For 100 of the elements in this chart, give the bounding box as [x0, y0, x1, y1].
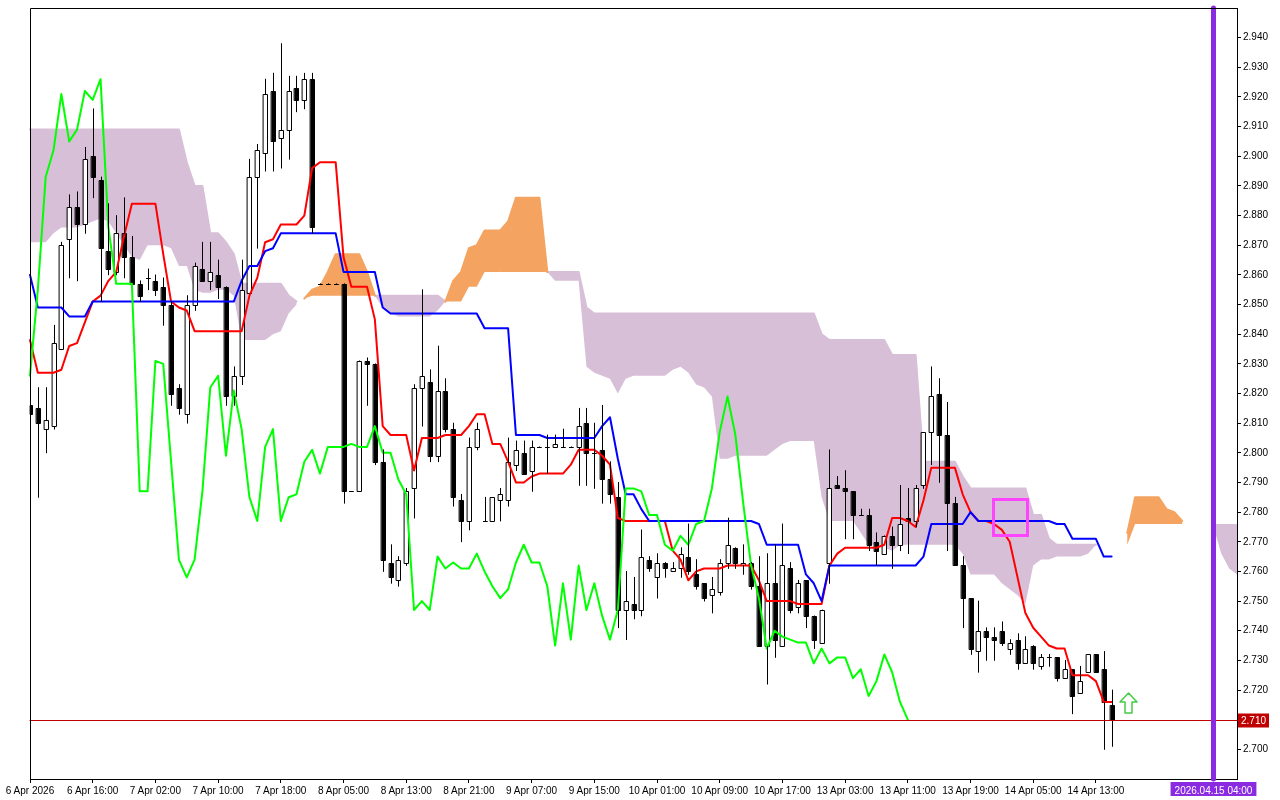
- candlestick: [890, 526, 895, 569]
- candlestick: [1008, 639, 1013, 655]
- candlestick: [843, 470, 848, 540]
- candlestick: [976, 600, 981, 673]
- candlestick: [475, 422, 480, 451]
- candlestick: [271, 72, 276, 172]
- candlestick: [953, 496, 958, 566]
- candlestick: [710, 576, 715, 614]
- candlestick: [577, 407, 582, 486]
- candlestick: [357, 361, 362, 492]
- candlestick: [36, 387, 41, 498]
- y-tick-label: 2.830: [1243, 357, 1269, 369]
- y-tick-label: 2.790: [1243, 476, 1269, 488]
- candlestick: [827, 449, 832, 584]
- y-tick-label: 2.800: [1243, 446, 1269, 458]
- candlestick: [389, 544, 394, 584]
- x-tick-label: 13 Apr 03:00: [816, 784, 874, 796]
- y-tick-label: 2.930: [1243, 61, 1269, 73]
- candlestick: [436, 345, 441, 463]
- line-series: [29, 232, 1113, 603]
- candlestick: [75, 191, 80, 282]
- candlestick: [99, 176, 104, 303]
- candlestick: [530, 440, 535, 492]
- candlestick: [624, 570, 629, 641]
- line-series: [29, 78, 909, 721]
- candlestick: [1055, 657, 1060, 682]
- x-tick-label: 14 Apr 05:00: [1004, 784, 1063, 796]
- candlestick: [1039, 653, 1044, 670]
- candlestick: [1031, 646, 1036, 670]
- candlestick: [443, 378, 448, 433]
- y-tick-label: 2.820: [1243, 387, 1269, 399]
- candlestick: [138, 280, 143, 303]
- candlestick: [1063, 659, 1068, 679]
- candlestick: [412, 384, 417, 519]
- candlestick: [373, 364, 378, 466]
- candlestick: [130, 235, 135, 285]
- candlestick: [279, 43, 284, 169]
- candlestick: [898, 484, 903, 552]
- x-tick-label: 10 Apr 09:00: [691, 784, 749, 796]
- x-tick-label: 6 Apr 2026: [5, 784, 55, 796]
- y-tick-label: 2.750: [1243, 594, 1269, 606]
- candlestick: [1094, 654, 1099, 673]
- candlestick: [451, 422, 456, 507]
- x-tick-label: 8 Apr 21:00: [443, 784, 495, 796]
- candlestick: [498, 487, 503, 522]
- candlestick: [224, 287, 229, 406]
- y-tick-label: 2.850: [1243, 298, 1269, 310]
- candlestick: [639, 529, 644, 617]
- x-tick-label: 9 Apr 07:00: [506, 784, 558, 796]
- candlestick: [780, 523, 785, 647]
- candlestick: [733, 548, 738, 569]
- candlestick: [655, 553, 660, 599]
- candlestick: [428, 369, 433, 463]
- y-tick-label: 2.940: [1243, 31, 1269, 43]
- candlestick: [694, 559, 699, 590]
- candlestick: [522, 440, 527, 475]
- candlestick: [647, 556, 652, 572]
- candlestick: [984, 627, 989, 661]
- x-tick-label: 2026.04.15 04:00: [1174, 784, 1253, 796]
- candlestick: [1016, 633, 1021, 670]
- x-tick-label: 14 Apr 13:00: [1067, 784, 1125, 796]
- candlestick: [342, 284, 347, 504]
- candlestick: [1110, 689, 1115, 747]
- candlestick: [459, 493, 464, 543]
- candlestick: [216, 259, 221, 300]
- y-tick-label: 2.700: [1243, 743, 1269, 755]
- line-series: [29, 161, 1113, 703]
- candlestick: [240, 259, 245, 386]
- candlestick: [969, 598, 974, 655]
- candlestick: [83, 146, 88, 234]
- candlestick: [153, 274, 158, 297]
- candlestick: [169, 301, 174, 406]
- y-tick-label: 2.760: [1243, 565, 1269, 577]
- candlestick: [718, 559, 723, 596]
- y-tick-label: 2.780: [1243, 505, 1269, 517]
- y-tick-label: 2.810: [1243, 416, 1269, 428]
- y-tick-label: 2.870: [1243, 238, 1269, 250]
- candlestick: [247, 158, 252, 294]
- candlestick: [804, 580, 809, 629]
- candlestick: [185, 295, 190, 424]
- y-tick-label: 2.770: [1243, 535, 1269, 547]
- candlestick: [200, 241, 205, 282]
- candlestick: [867, 508, 872, 552]
- candlestick: [1086, 654, 1091, 673]
- candlestick: [365, 357, 370, 406]
- candlestick: [106, 203, 111, 276]
- candlestick: [1078, 665, 1083, 694]
- candlestick: [726, 517, 731, 569]
- x-tick-label: 13 Apr 11:00: [879, 784, 937, 796]
- candlestick: [467, 437, 472, 531]
- candlestick: [812, 616, 817, 650]
- candlestick: [945, 401, 950, 552]
- y-tick-label: 2.880: [1243, 209, 1269, 221]
- y-tick-label: 2.890: [1243, 179, 1269, 191]
- candlestick: [686, 523, 691, 575]
- x-tick-label: 8 Apr 05:00: [317, 784, 370, 796]
- candlestick: [255, 143, 260, 249]
- candlestick: [835, 476, 840, 489]
- x-tick-label: 10 Apr 01:00: [628, 784, 686, 796]
- candlestick: [1102, 650, 1107, 750]
